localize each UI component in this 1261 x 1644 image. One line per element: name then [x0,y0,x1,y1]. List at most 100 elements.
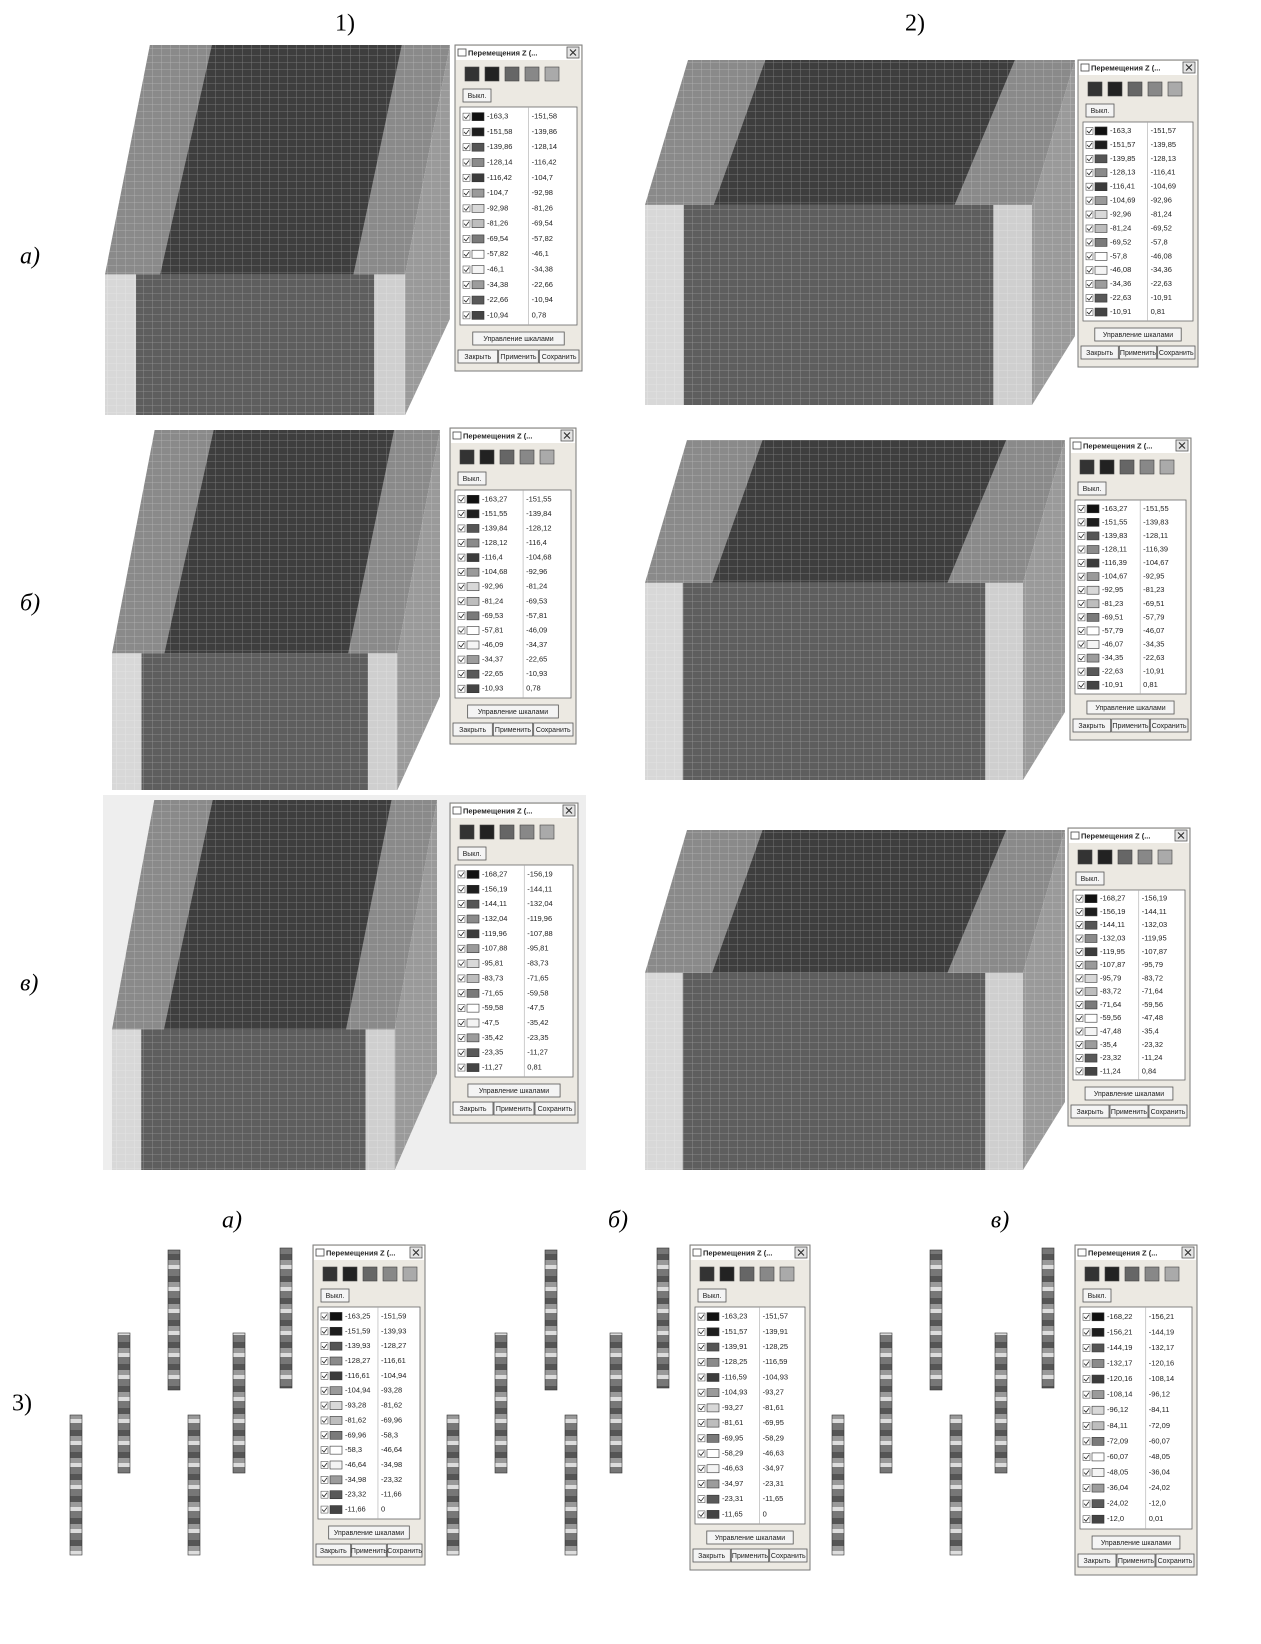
legend-list [1073,890,1185,1080]
range-to: -46,07 [1143,626,1164,635]
column [565,1415,577,1555]
row-swatch [472,174,484,182]
scale-button-label: Управление шкалами [1094,1091,1164,1098]
range-to: -10,91 [1143,667,1164,676]
range-from: -11,65 [722,1509,743,1518]
range-from: -120,16 [1107,1374,1132,1383]
range-to: -23,32 [381,1475,402,1484]
range-from: -151,57 [1110,140,1135,149]
range-to: -116,59 [763,1357,788,1366]
range-from: -104,94 [345,1386,370,1395]
row-swatch [1087,641,1099,649]
range-from: -46,08 [1110,265,1131,274]
row-swatch [467,915,479,923]
palette-icon [1145,1267,1159,1281]
range-from: -107,87 [1100,960,1125,969]
row-swatch [472,311,484,319]
range-from: -139,86 [487,142,512,151]
range-to: -69,53 [526,596,547,605]
range-from: -128,25 [722,1357,747,1366]
dialog-button-label: Сохранить [1159,350,1194,357]
range-to: -83,73 [527,959,548,968]
range-to: -34,38 [532,264,553,273]
dialog-button-label: Закрыть [464,354,491,361]
dialog-button-label: Применить [1118,1558,1155,1565]
range-to: -84,11 [1149,1405,1170,1414]
palette-icon [1158,850,1172,864]
column [118,1333,130,1473]
range-from: -104,67 [1102,572,1127,581]
row-swatch [330,1446,342,1454]
palette-icon [1160,460,1174,474]
range-from: -81,26 [487,219,508,228]
range-from: -116,4 [482,553,503,562]
row-swatch [1087,627,1099,635]
range-to: -57,82 [532,234,553,243]
dialog-button-label: Применить [1112,723,1149,730]
range-from: -47,48 [1100,1026,1121,1035]
range-to: -104,94 [381,1371,406,1380]
range-from: -69,51 [1102,612,1123,621]
scale-button-label: Управление шкалами [334,1530,404,1537]
title-icon [693,1249,701,1256]
range-from: -57,81 [482,625,503,634]
dialog-button-label: Закрыть [320,1548,347,1555]
range-to: -92,96 [526,567,547,576]
range-to: -119,95 [1142,933,1167,942]
row-swatch [467,568,479,576]
range-from: -116,61 [345,1371,370,1380]
range-to: 0,78 [526,684,541,693]
off-button-label: Выкл. [1081,876,1100,883]
row-swatch [1087,613,1099,621]
palette-icon [520,825,534,839]
row-swatch [1095,169,1107,177]
range-from: -69,54 [487,234,508,243]
range-from: -58,29 [722,1449,743,1458]
range-to: -139,83 [1143,517,1168,526]
range-from: -22,63 [1110,293,1131,302]
row-swatch [1092,1437,1104,1445]
range-from: -92,98 [487,203,508,212]
range-to: -81,61 [763,1403,784,1412]
dialog-button-label: Применить [1120,350,1157,357]
range-to: -96,12 [1149,1390,1170,1399]
column [880,1333,892,1473]
row-swatch [330,1402,342,1410]
range-to: -69,95 [763,1418,784,1427]
palette-icon [1105,1267,1119,1281]
range-to: -116,41 [1151,168,1176,177]
range-to: -58,29 [763,1433,784,1442]
range-from: -57,79 [1102,626,1123,635]
palette-icon [480,450,494,464]
row-swatch [330,1387,342,1395]
palette-icon [1078,850,1092,864]
row-swatch [330,1431,342,1439]
row-swatch [467,495,479,503]
range-to: -46,08 [1151,251,1172,260]
range-to: -23,35 [527,1033,548,1042]
range-from: -168,27 [482,869,507,878]
scale-button-label: Управление шкалами [715,1535,785,1542]
range-from: -34,98 [345,1475,366,1484]
range-from: -34,38 [487,280,508,289]
range-from: -34,37 [482,655,503,664]
range-from: -47,5 [482,1018,499,1027]
range-to: -34,35 [1143,639,1164,648]
palette-icon [343,1267,357,1281]
title-icon [458,49,466,56]
range-to: -116,61 [381,1356,406,1365]
range-from: -59,58 [482,1003,503,1012]
range-from: -151,57 [722,1327,747,1336]
row-swatch [467,626,479,634]
range-to: -104,68 [526,553,551,562]
range-to: -144,11 [1142,907,1167,916]
range-from: -57,82 [487,249,508,258]
range-from: -22,63 [1102,667,1123,676]
range-to: -156,21 [1149,1312,1174,1321]
row-swatch [1092,1406,1104,1414]
legend-list [695,1307,805,1524]
row-swatch [1095,266,1107,274]
range-to: -107,88 [527,929,552,938]
range-to: -57,79 [1143,612,1164,621]
range-to: -72,09 [1149,1421,1170,1430]
